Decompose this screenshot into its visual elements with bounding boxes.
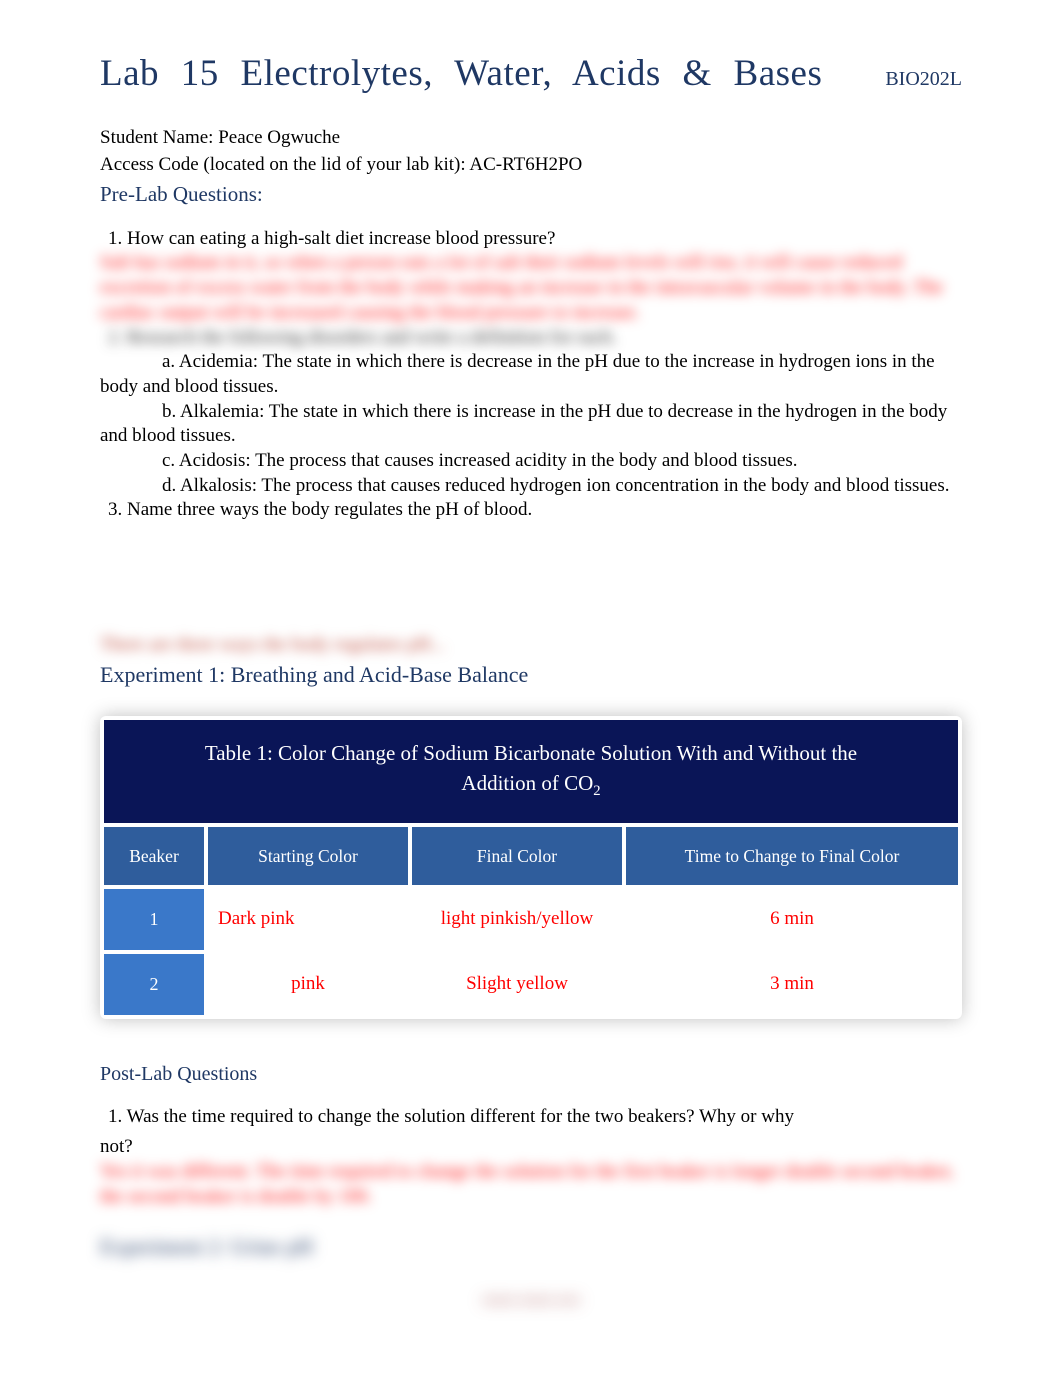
postlab-q1-line1: 1. Was the time required to change the s… [108, 1105, 962, 1130]
access-code-line: Access Code (located on the lid of your … [100, 153, 962, 178]
definition-d: d. Alkalosis: The process that causes re… [100, 474, 962, 499]
table1-title: Table 1: Color Change of Sodium Bicarbon… [104, 720, 958, 823]
table1-row1-final: light pinkish/yellow [412, 889, 622, 950]
prelab-q1: 1. How can eating a high-salt diet incre… [108, 227, 962, 252]
access-code-value: AC-RT6H2PO [469, 154, 582, 175]
student-name-label: Student Name: [100, 127, 218, 148]
page-title: Lab 15 Electrolytes, Water, Acids & Base… [100, 50, 822, 98]
table1-row1-time: 6 min [626, 889, 958, 950]
bottom-blurred-content: •••••• •••••• •••• [100, 1292, 962, 1313]
table1-row2-final: Slight yellow [412, 954, 622, 1015]
postlab-heading: Post-Lab Questions [100, 1061, 962, 1087]
table1-col-starting: Starting Color [208, 827, 408, 886]
def-d-label: d. Alkalosis: [162, 475, 261, 496]
experiment2-heading-blurred: Experiment 2: Urine pH [100, 1233, 962, 1262]
table1-title-line2: Addition of CO [461, 771, 593, 795]
definition-c: c. Acidosis: The process that causes inc… [100, 449, 962, 474]
postlab-q1-answer-blurred: Yes it was different. The time required … [100, 1160, 962, 1209]
access-code-label: Access Code (located on the lid of your … [100, 154, 469, 175]
definition-b: b. Alkalemia: The state in which there i… [100, 400, 962, 449]
student-name-value: Peace Ogwuche [218, 127, 340, 148]
student-name-line: Student Name: Peace Ogwuche [100, 126, 962, 151]
course-code: BIO202L [885, 66, 962, 92]
prelab-q3: 3. Name three ways the body regulates th… [108, 498, 962, 523]
def-c-label: c. Acidosis: [162, 450, 255, 471]
def-d-text: The process that causes reduced hydrogen… [261, 475, 949, 496]
table1: Table 1: Color Change of Sodium Bicarbon… [100, 716, 962, 1019]
table1-col-final: Final Color [412, 827, 622, 886]
table1-row1-start: Dark pink [208, 889, 408, 950]
prelab-q1-answer-blurred: Salt has sodium in it, so when a person … [100, 251, 962, 325]
table1-col-beaker: Beaker [104, 827, 204, 886]
def-b-label: b. Alkalemia: [162, 401, 269, 422]
prelab-heading: Pre-Lab Questions: [100, 181, 962, 208]
experiment1-heading: Experiment 1: Breathing and Acid-Base Ba… [100, 661, 962, 690]
table1-row2-num: 2 [104, 954, 204, 1015]
table-row: 1 Dark pink light pinkish/yellow 6 min [104, 889, 958, 950]
table1-row2-time: 3 min [626, 954, 958, 1015]
def-c-text: The process that causes increased acidit… [255, 450, 797, 471]
prelab-q2-blurred: 2. Research the following disorders and … [108, 326, 962, 351]
table1-row1-num: 1 [104, 889, 204, 950]
table1-header-row: Beaker Starting Color Final Color Time t… [104, 827, 958, 886]
postlab-q1-line2: not? [100, 1135, 962, 1160]
table1-row2-start: pink [208, 954, 408, 1015]
prelab-q3-answer-blurred: There are three ways the body regulates … [100, 633, 962, 651]
header: Lab 15 Electrolytes, Water, Acids & Base… [100, 50, 962, 98]
def-a-label: a. Acidemia: [162, 351, 262, 372]
table-row: 2 pink Slight yellow 3 min [104, 954, 958, 1015]
table1-col-time: Time to Change to Final Color [626, 827, 958, 886]
definition-a: a. Acidemia: The state in which there is… [100, 350, 962, 399]
table1-title-line1: Table 1: Color Change of Sodium Bicarbon… [205, 741, 857, 765]
table1-title-sub: 2 [593, 783, 600, 799]
